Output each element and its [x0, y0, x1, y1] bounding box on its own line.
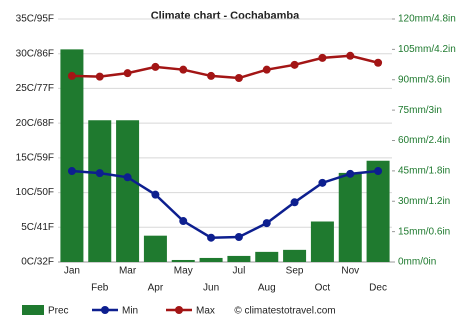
point — [67, 71, 76, 80]
point — [179, 65, 188, 74]
bar — [116, 120, 140, 262]
point — [374, 58, 383, 67]
legend-swatch — [22, 305, 44, 315]
bar — [60, 49, 84, 262]
y2-tick-label: 60mm/2.4in — [398, 135, 450, 146]
y2-tick-label: 90mm/3.6in — [398, 74, 450, 85]
bar — [88, 120, 112, 262]
point — [123, 69, 132, 78]
legend-swatch — [175, 306, 183, 314]
x-tick-label: Sep — [286, 266, 304, 277]
point — [123, 173, 132, 182]
line — [71, 54, 379, 80]
point — [374, 167, 383, 176]
point — [234, 233, 243, 242]
legend-label: Max — [196, 306, 215, 317]
y2-tick-label: 105mm/4.2in — [398, 44, 456, 55]
legend-label: Prec — [48, 306, 69, 317]
bar — [310, 221, 334, 262]
y-tick-label: 20C/68F — [16, 118, 54, 129]
bar — [338, 172, 362, 262]
point — [290, 198, 299, 207]
x-tick-label: Apr — [148, 283, 164, 294]
point — [151, 190, 160, 199]
chart-title: Climate chart - Cochabamba — [151, 10, 300, 22]
point — [318, 178, 327, 187]
bar — [227, 255, 251, 262]
watermark: © climatestotravel.com — [234, 306, 335, 317]
point — [151, 62, 160, 71]
bar — [255, 251, 279, 262]
x-tick-label: Feb — [91, 283, 109, 294]
bar — [283, 249, 307, 262]
y-tick-label: 15C/59F — [16, 152, 54, 163]
y2-tick-label: 0mm/0in — [398, 257, 436, 268]
x-tick-label: Jul — [233, 266, 246, 277]
point — [262, 219, 271, 228]
bar — [199, 257, 223, 262]
y-tick-label: 35C/95F — [16, 14, 54, 25]
y-tick-label: 25C/77F — [16, 83, 54, 94]
point — [95, 72, 104, 81]
bar — [143, 235, 167, 262]
x-tick-label: Nov — [341, 266, 359, 277]
y2-tick-label: 120mm/4.8in — [398, 14, 456, 25]
x-tick-label: May — [174, 266, 193, 277]
y2-tick-label: 75mm/3in — [398, 105, 442, 116]
point — [67, 167, 76, 176]
y2-tick-label: 15mm/0.6in — [398, 226, 450, 237]
bar — [171, 259, 195, 262]
point — [179, 217, 188, 226]
point — [95, 169, 104, 178]
y2-tick-label: 45mm/1.8in — [398, 166, 450, 177]
x-tick-label: Jan — [64, 266, 80, 277]
point — [346, 169, 355, 178]
point — [207, 71, 216, 80]
x-tick-label: Aug — [258, 283, 276, 294]
y2-tick-label: 30mm/1.2in — [398, 196, 450, 207]
legend-label: Min — [122, 306, 138, 317]
legend-swatch — [101, 306, 109, 314]
point — [234, 74, 243, 83]
bar — [366, 160, 390, 262]
point — [346, 51, 355, 60]
y-tick-label: 0C/32F — [21, 257, 54, 268]
y-tick-label: 10C/50F — [16, 187, 54, 198]
point — [207, 233, 216, 242]
point — [290, 60, 299, 69]
point — [318, 53, 327, 62]
point — [262, 65, 271, 74]
x-tick-label: Jun — [203, 283, 219, 294]
y-tick-label: 5C/41F — [21, 222, 54, 233]
line — [71, 169, 379, 239]
x-tick-label: Dec — [369, 283, 387, 294]
y-tick-label: 30C/86F — [16, 48, 54, 59]
x-tick-label: Mar — [119, 266, 137, 277]
x-tick-label: Oct — [315, 283, 331, 294]
